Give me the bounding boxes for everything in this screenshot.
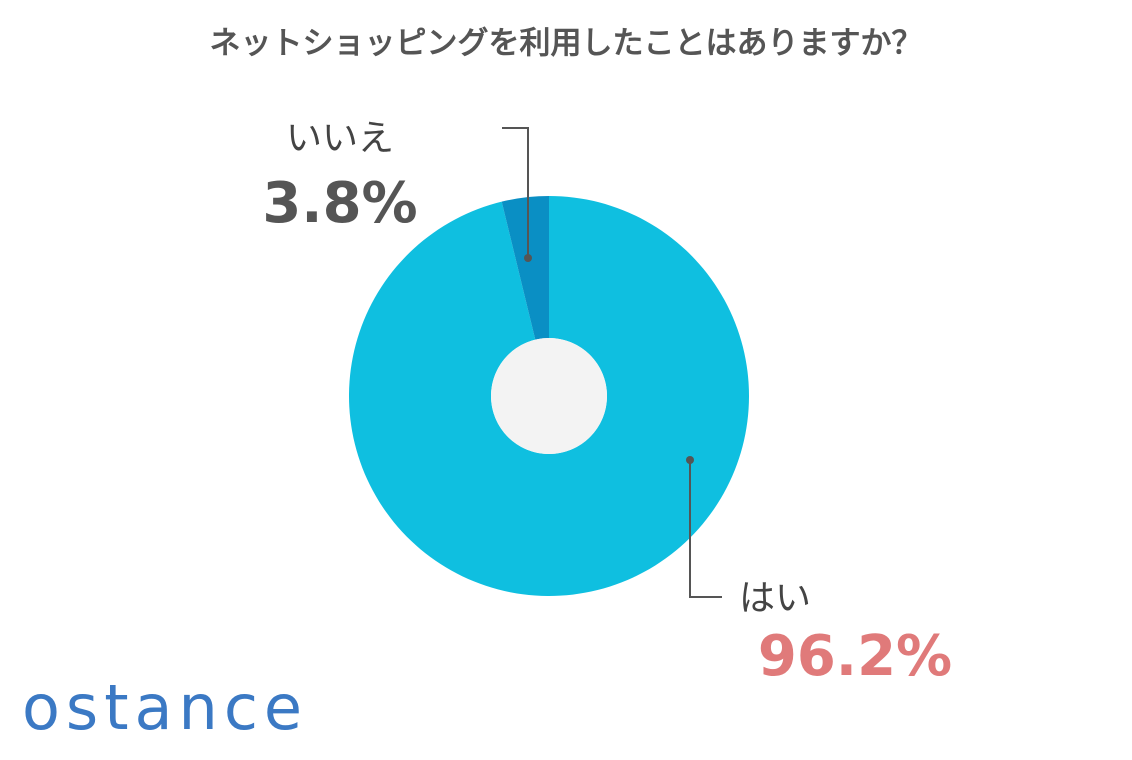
donut-hole [491,338,607,454]
leader-dot [524,254,532,262]
donut-slice [349,196,750,596]
donut-slice [501,196,549,340]
value-label: 3.8% [262,171,417,236]
category-label: はい [739,578,811,619]
brand-logo: ostance [22,671,308,744]
chart-title: ネットショッピングを利用したことはありますか？ [210,26,923,62]
category-label: いいえ [286,118,394,159]
leader-line [689,460,722,598]
leader-dot [686,456,694,464]
leader-line [502,127,529,258]
value-label: 96.2% [758,624,952,689]
